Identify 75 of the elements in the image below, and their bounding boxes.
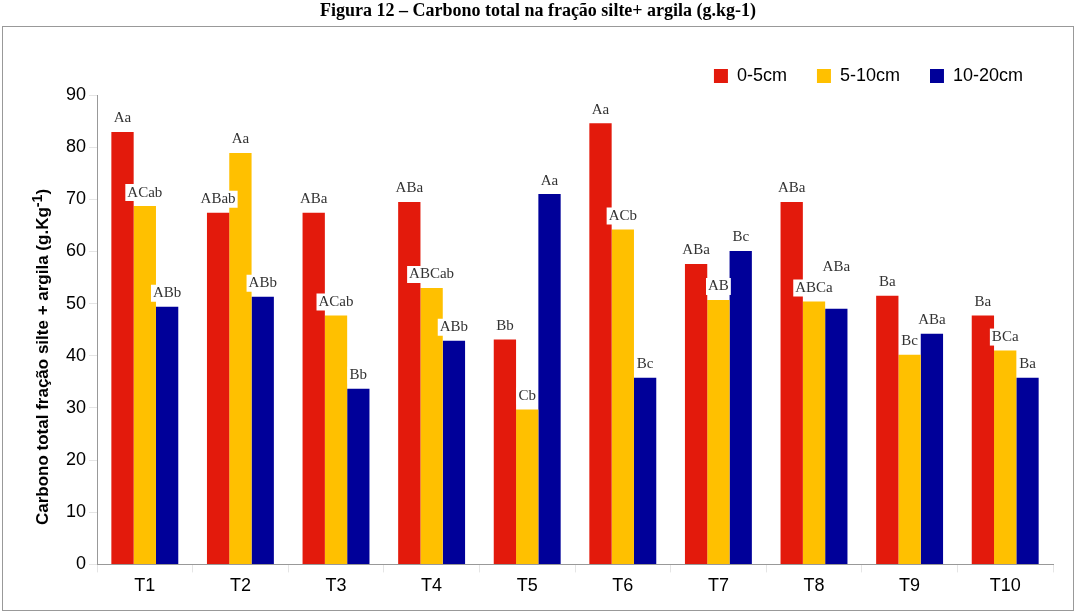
y-tick-label: 50 [65, 292, 87, 313]
x-tick-label: T9 [899, 575, 921, 596]
bar [802, 301, 826, 564]
y-tick-label: 90 [65, 83, 87, 104]
data-label: ABa [395, 179, 424, 196]
data-label: AB [707, 277, 729, 294]
y-tick-label: 60 [65, 240, 87, 261]
x-tick-label: T10 [989, 575, 1021, 596]
bar [516, 409, 539, 564]
data-label: ABa [822, 258, 851, 275]
bar [347, 388, 370, 564]
bar [1016, 377, 1039, 564]
x-tick-label: T3 [325, 575, 347, 596]
data-label: ACab [127, 183, 163, 200]
x-tick-label: T1 [134, 575, 156, 596]
data-label: Ba [1019, 355, 1037, 372]
x-tick-label: T6 [612, 575, 634, 596]
y-tick-label: 30 [65, 396, 87, 417]
bar [538, 194, 561, 564]
data-label: Bc [636, 355, 654, 372]
bar [206, 212, 230, 564]
data-label: Bc [732, 228, 750, 245]
y-tick-label: 10 [65, 501, 87, 522]
bar [251, 296, 274, 564]
bar [324, 315, 348, 564]
data-label: Ba [878, 273, 896, 290]
data-label: ABab [200, 190, 236, 207]
x-tick-label: T4 [421, 575, 443, 596]
data-label: ABb [439, 318, 469, 335]
bar [633, 377, 657, 564]
bar [155, 306, 179, 564]
y-tick-label: 20 [65, 449, 87, 470]
data-label: Bc [901, 332, 919, 349]
bar [825, 308, 848, 564]
legend-label: 10-20cm [952, 64, 1023, 85]
data-label: ABa [299, 190, 328, 207]
data-label: ABCa [795, 278, 834, 295]
data-label: Cb [518, 386, 536, 403]
y-tick-label: 0 [76, 553, 87, 574]
bar [707, 299, 730, 564]
x-tick-label: T8 [803, 575, 825, 596]
data-label: ABa [918, 311, 946, 328]
y-tick-label: 40 [65, 344, 87, 365]
legend-label: 0-5cm [736, 64, 787, 85]
chart-title: Figura 12 – Carbono total na fração silte+ argila (g.kg-1) [318, 0, 758, 22]
data-label: BCa [991, 328, 1019, 344]
data-label: Bb [496, 317, 514, 334]
bar [611, 229, 634, 564]
data-label: Aa [540, 171, 559, 188]
data-label: ACab [318, 293, 354, 310]
bar [876, 295, 899, 564]
data-label: ABa [682, 241, 711, 258]
bar [920, 333, 944, 564]
data-label: Bb [349, 366, 368, 383]
x-tick-label: T2 [229, 575, 251, 596]
data-label: Aa [591, 100, 610, 117]
data-label: ABCab [409, 265, 455, 282]
bar [994, 350, 1017, 564]
data-label: ABb [248, 274, 277, 291]
data-label: ACb [608, 207, 637, 223]
x-tick-label: T7 [707, 575, 729, 596]
data-label: Ba [974, 293, 992, 310]
bar [684, 263, 708, 564]
data-label: ABb [152, 284, 182, 301]
bar [442, 340, 466, 564]
bar [898, 354, 921, 564]
data-label: Aa [231, 130, 250, 147]
y-tick-label: 80 [65, 136, 87, 157]
legend-label: 5-10cm [839, 64, 900, 85]
data-label: ABa [777, 179, 806, 196]
bar [729, 250, 752, 564]
data-label: Aa [113, 109, 132, 126]
x-tick-label: T5 [516, 575, 538, 596]
bar [493, 339, 517, 564]
y-tick-label: 70 [65, 188, 87, 209]
